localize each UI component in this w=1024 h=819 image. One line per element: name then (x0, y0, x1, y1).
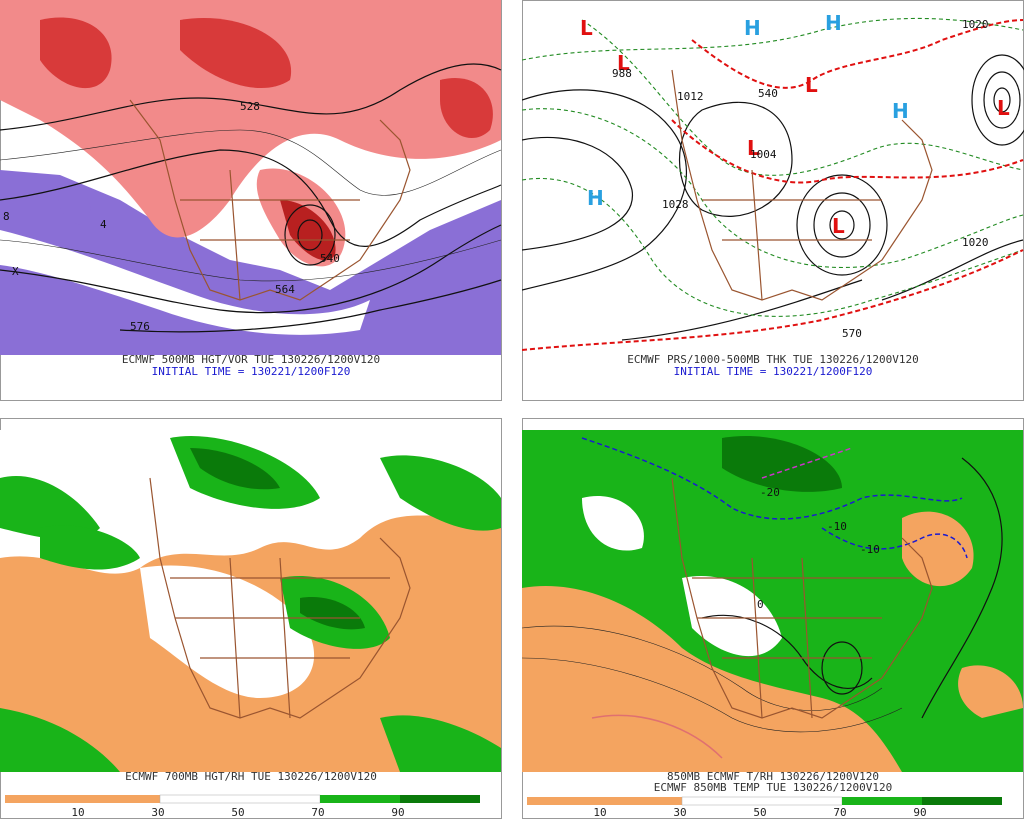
colorbar-label: 10 (71, 806, 84, 819)
map (0, 430, 501, 772)
contour-label: -10 (860, 543, 880, 556)
colorbar-label: 50 (231, 806, 244, 819)
high-marker: H (825, 11, 842, 35)
panel-850mb: -20 -10 -10 0 850MB ECMWF T/RH 130226/12… (522, 418, 1024, 819)
colorbar (5, 794, 480, 804)
caption: 850MB ECMWF T/RH 130226/1200V120 (667, 770, 879, 783)
map (0, 0, 502, 355)
contour-label: 0 (757, 598, 764, 611)
low-marker: L (747, 136, 760, 160)
contour-label: 570 (842, 327, 862, 340)
contour-label: 1012 (677, 90, 704, 103)
panel-thickness: L L L L L L H H H H 1020 1012 1028 1004 … (522, 0, 1024, 401)
contour-label: 1020 (962, 18, 989, 31)
low-marker: L (997, 96, 1010, 120)
contour-label: 540 (320, 252, 340, 265)
high-marker: H (892, 99, 909, 123)
colorbar-label: 90 (913, 806, 926, 819)
colorbar-label: 70 (833, 806, 846, 819)
contour-label: -10 (827, 520, 847, 533)
colorbar-label: 30 (673, 806, 686, 819)
colorbar-label: 90 (391, 806, 404, 819)
high-marker: H (744, 16, 761, 40)
colorbar-label: 10 (593, 806, 606, 819)
caption: ECMWF 500MB HGT/VOR TUE 130226/1200V120 (122, 353, 380, 366)
contour-label: -20 (760, 486, 780, 499)
low-marker: L (832, 214, 845, 238)
contour-label: 1028 (662, 198, 689, 211)
caption: ECMWF PRS/1000-500MB THK TUE 130226/1200… (627, 353, 918, 366)
low-marker: L (805, 73, 818, 97)
colorbar (527, 796, 1002, 806)
contour-label: 4 (100, 218, 107, 231)
low-marker: L (617, 51, 630, 75)
colorbar-label: 70 (311, 806, 324, 819)
contour-label: 564 (275, 283, 295, 296)
colorbar-label: 30 (151, 806, 164, 819)
contour-label: X (12, 265, 19, 278)
subcaption: INITIAL TIME = 130221/1200F120 (152, 365, 351, 378)
map (522, 17, 1024, 351)
contour-label: 1020 (962, 236, 989, 249)
contour-label: 540 (758, 87, 778, 100)
panel-700mb: ECMWF 700MB HGT/RH TUE 130226/1200V120 1… (0, 418, 502, 819)
contour-label: 8 (3, 210, 10, 223)
contour-label: 1004 (750, 148, 777, 161)
low-marker: L (580, 16, 593, 40)
contour-label: 528 (240, 100, 260, 113)
panel-500mb: 528 540 576 564 8 4 X ECMWF 500MB HGT/VO… (0, 0, 502, 401)
subcaption: ECMWF 850MB TEMP TUE 130226/1200V120 (654, 781, 892, 794)
high-marker: H (587, 186, 604, 210)
colorbar-label: 50 (753, 806, 766, 819)
caption: ECMWF 700MB HGT/RH TUE 130226/1200V120 (125, 770, 377, 783)
map (522, 430, 1023, 772)
contour-label: 988 (612, 67, 632, 80)
contour-label: 576 (130, 320, 150, 333)
subcaption: INITIAL TIME = 130221/1200F120 (674, 365, 873, 378)
